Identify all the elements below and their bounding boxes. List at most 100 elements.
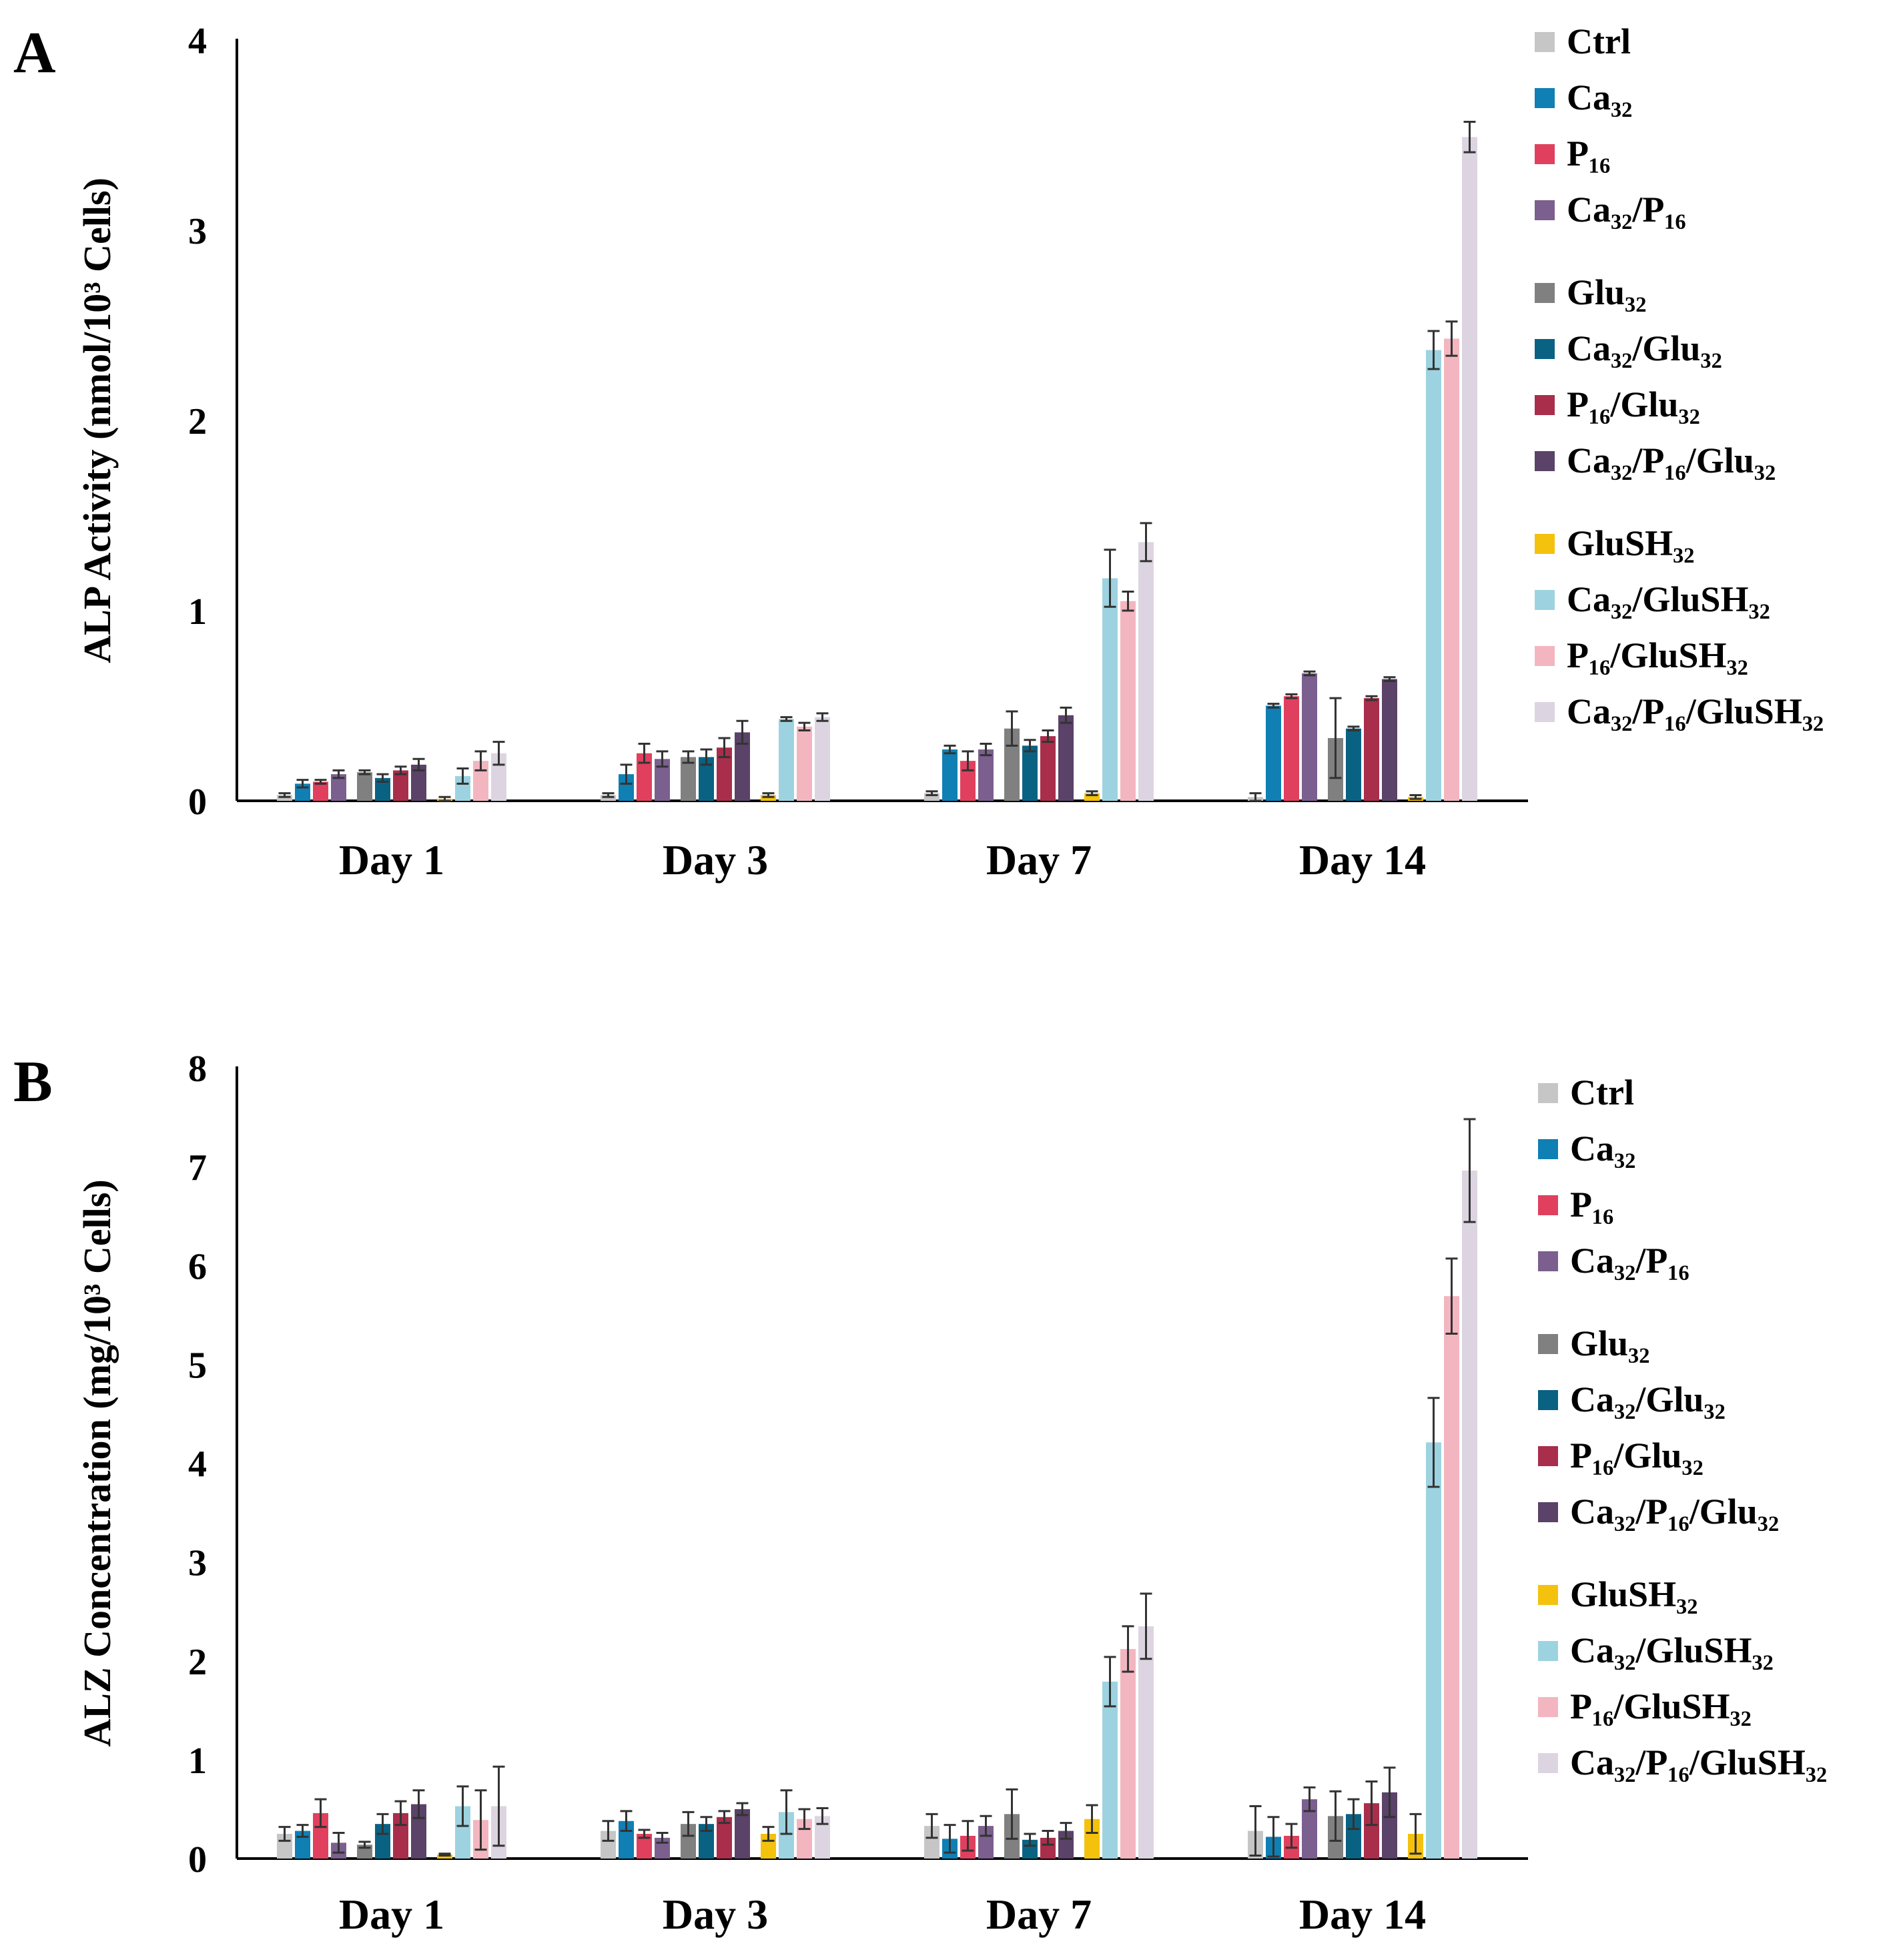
legend-label: Ctrl (1567, 21, 1631, 61)
error-bar (700, 748, 713, 766)
error-bar (1365, 695, 1378, 701)
error-bar (1303, 670, 1316, 677)
error-bar (1006, 710, 1018, 747)
bar (313, 781, 328, 801)
error-bar (1427, 1397, 1440, 1488)
bar (978, 1826, 994, 1859)
y-tick-label: 8 (188, 1048, 207, 1090)
error-bar (1427, 330, 1440, 370)
legend-swatch (1535, 144, 1555, 164)
legend-label: Glu₃₂ (1570, 1323, 1649, 1363)
legend-label: P₁₆/GluSH₃₂ (1570, 1686, 1752, 1726)
bar (313, 1813, 328, 1859)
legend-label: Ca₃₂/P₁₆/Glu₃₂ (1570, 1492, 1779, 1532)
legend-swatch (1535, 534, 1555, 554)
bar (455, 775, 470, 801)
legend-label: Ca₃₂/P₁₆ (1570, 1241, 1689, 1281)
legend-item: P₁₆ (1535, 133, 1610, 174)
legend-swatch (1538, 1251, 1558, 1271)
bar (1084, 793, 1100, 801)
y-tick-label: 4 (188, 21, 207, 62)
error-bar (314, 779, 327, 785)
bar (681, 1824, 696, 1859)
legend-label: Glu₃₂ (1567, 272, 1646, 312)
error-bar (700, 1816, 713, 1833)
legend-item: Ctrl (1535, 21, 1631, 61)
error-bar (980, 743, 992, 757)
error-bar (438, 1853, 451, 1857)
legend-item: GluSH₃₂ (1535, 523, 1694, 563)
error-bar (1365, 1780, 1378, 1827)
legend-swatch (1535, 395, 1555, 415)
legend-swatch (1538, 1585, 1558, 1605)
error-bar (492, 1765, 505, 1847)
error-bar (1285, 693, 1298, 699)
y-tick-label: 2 (188, 1642, 207, 1683)
y-tick-label: 6 (188, 1246, 207, 1287)
error-bar (1303, 1786, 1316, 1813)
bar (331, 774, 346, 801)
error-bar (456, 1785, 469, 1827)
legend-swatch (1538, 1334, 1558, 1354)
legend-label: Ca₃₂/P₁₆/GluSH₃₂ (1570, 1742, 1827, 1782)
bar (924, 1826, 939, 1859)
error-bar (1249, 1805, 1262, 1857)
error-bar (762, 1826, 775, 1842)
error-bar (1329, 697, 1342, 779)
y-tick-label: 3 (188, 1543, 207, 1584)
legend-item: Ca₃₂/P₁₆/GluSH₃₂ (1538, 1742, 1827, 1782)
bar (1040, 736, 1056, 801)
legend-label: P₁₆ (1570, 1185, 1613, 1225)
error-bar (278, 792, 291, 798)
legend-label: Ca₃₂/GluSH₃₂ (1570, 1630, 1774, 1670)
x-category-label: Day 3 (663, 836, 768, 884)
bar (797, 726, 812, 801)
legend-label: P₁₆ (1567, 133, 1610, 174)
error-bar (394, 1800, 407, 1827)
legend-item: Ca₃₂/P₁₆ (1538, 1241, 1689, 1281)
error-bar (736, 1802, 749, 1817)
legend-label: Ca₃₂/Glu₃₂ (1567, 328, 1722, 368)
bar (1462, 1171, 1477, 1859)
bar (717, 1817, 732, 1859)
legend-swatch (1535, 283, 1555, 303)
legend-swatch (1535, 702, 1555, 722)
legend-swatch (1535, 88, 1555, 108)
x-category-label: Day 1 (339, 1891, 444, 1938)
bar (1444, 338, 1459, 801)
legend-item: P₁₆/GluSH₃₂ (1538, 1686, 1752, 1726)
y-tick-label: 2 (188, 401, 207, 442)
error-bar (1122, 591, 1134, 612)
error-bar (376, 773, 389, 783)
panel-letter: A (13, 21, 56, 85)
error-bar (438, 795, 451, 802)
legend-label: P₁₆/Glu₃₂ (1570, 1435, 1704, 1476)
error-bar (332, 1831, 345, 1854)
error-bar (798, 1808, 811, 1831)
bar (1040, 1837, 1056, 1859)
error-bar (602, 792, 615, 798)
y-tick-label: 0 (188, 1839, 207, 1881)
error-bar (412, 1789, 425, 1819)
error-bar (1042, 1830, 1054, 1846)
bar (1022, 1839, 1038, 1859)
error-bar (638, 743, 651, 764)
bar (815, 717, 830, 801)
error-bar (1140, 522, 1152, 563)
error-bar (816, 712, 829, 722)
bar (1426, 1442, 1441, 1859)
legend-item: P₁₆/Glu₃₂ (1535, 384, 1700, 424)
bar (699, 1824, 714, 1859)
error-bar (718, 737, 731, 758)
error-bar (332, 769, 345, 779)
legend-item: Ctrl (1538, 1072, 1634, 1112)
error-bar (394, 765, 407, 775)
error-bar (1006, 1788, 1018, 1840)
error-bar (1267, 1816, 1280, 1858)
error-bar (1329, 1790, 1342, 1842)
legend-swatch (1538, 1195, 1558, 1215)
bar (978, 749, 994, 801)
bar (735, 732, 750, 801)
bar (1138, 1626, 1154, 1859)
legend-swatch (1535, 646, 1555, 666)
